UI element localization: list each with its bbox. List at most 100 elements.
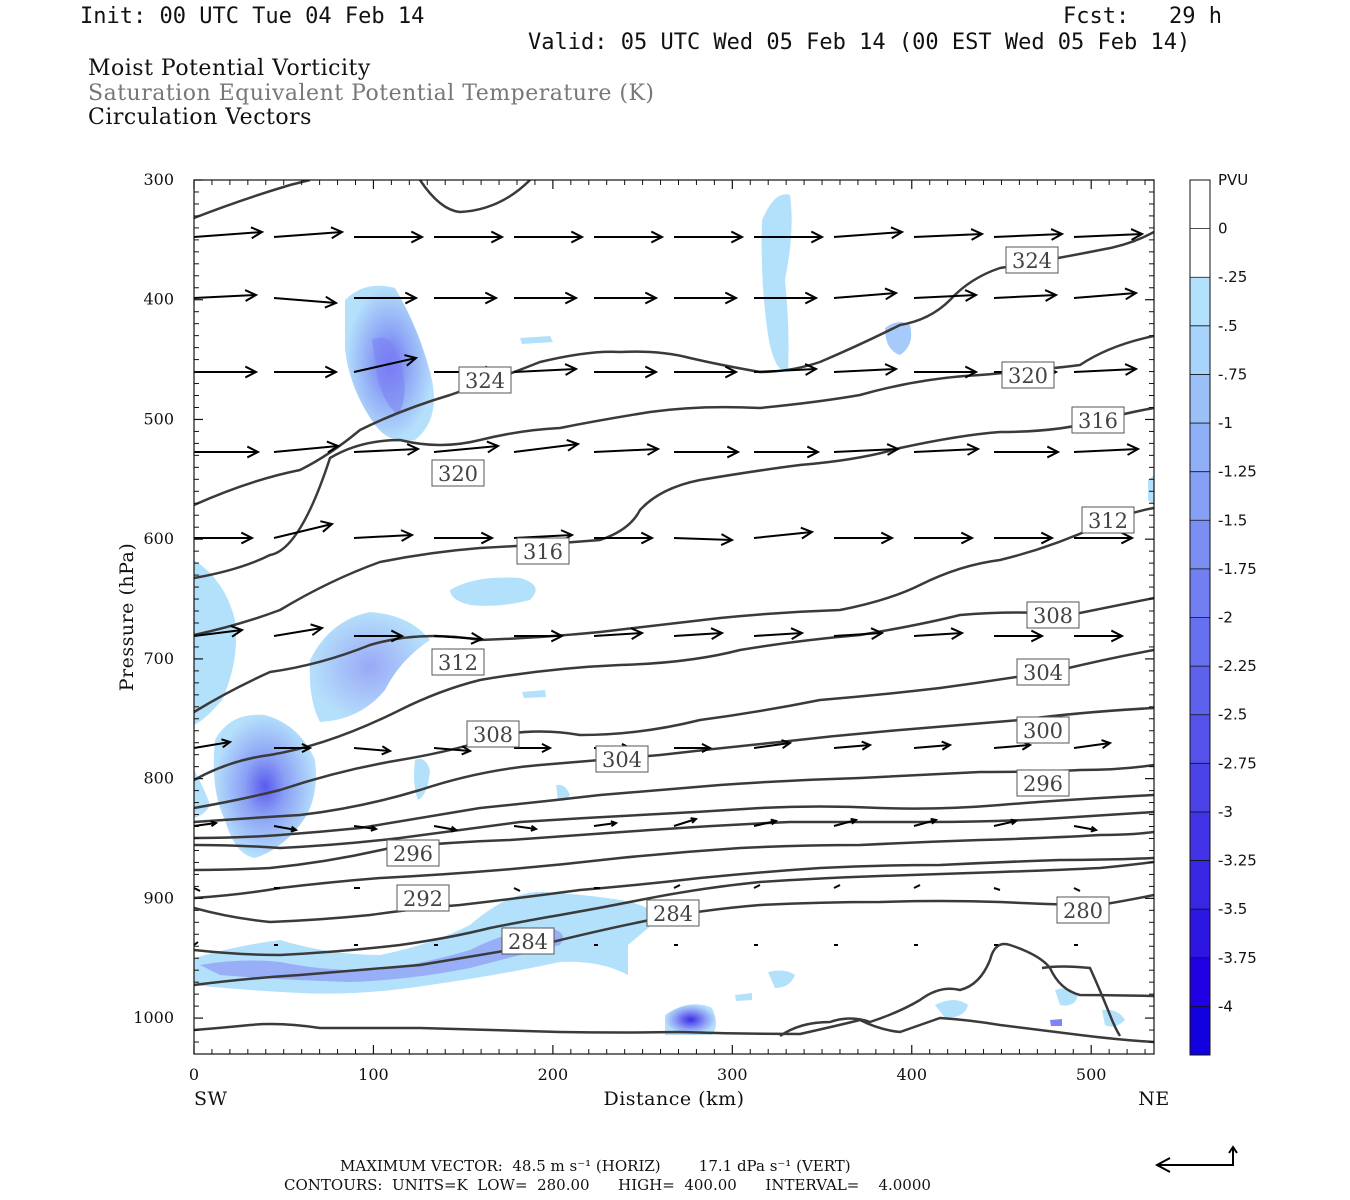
contour-label: 300: [1016, 716, 1070, 744]
colorbar-swatch: [1190, 1006, 1210, 1055]
contour-284-a: [194, 860, 1154, 957]
colorbar: 0 -.25 -.5 -.75 -1 -1.25 -1.5 -1.75 -2 -2.25 -2.5 -…: [1189, 179, 1257, 1056]
circulation-vector: [753, 368, 817, 373]
circulation-vector: [993, 233, 1063, 238]
circulation-vector-head: [781, 739, 793, 749]
mpv-blob-left-low: [194, 770, 210, 818]
circulation-vector: [273, 523, 333, 539]
circulation-vector-head: [610, 820, 619, 827]
circulation-vector-head: [701, 743, 713, 753]
circulation-vector-head: [710, 627, 725, 640]
circulation-vector-head: [221, 738, 233, 749]
colorbar-tick-label: -.75: [1218, 365, 1247, 383]
colorbar-tick-label: -.5: [1218, 317, 1238, 335]
circulation-vector-head: [324, 365, 339, 379]
circulation-vector-head: [644, 291, 659, 305]
circulation-vector-head: [410, 230, 425, 244]
circulation-vector: [1073, 448, 1139, 453]
contour-label: 304: [595, 745, 649, 773]
circulation-vector-head: [964, 365, 979, 379]
circulation-vector: [673, 632, 723, 637]
circulation-vector: [753, 820, 777, 827]
circulation-vector-head: [570, 230, 585, 244]
circulation-vector-head: [930, 817, 939, 825]
circulation-vector: [673, 537, 733, 541]
mpv-blob-surface-e: [1102, 1009, 1125, 1027]
circulation-vector-head: [890, 226, 905, 240]
contour-label-box: [396, 884, 450, 912]
mpv-blob-small-f: [556, 784, 570, 801]
contour-324: [194, 230, 1154, 507]
circulation-vector-head: [1124, 287, 1139, 301]
contour-label-text: 324: [1012, 249, 1052, 273]
circulation-vector-head: [720, 533, 735, 546]
circulation-vector: [513, 443, 579, 453]
mpv-blob-upper-core: [372, 337, 405, 415]
title-vectors: Circulation Vectors: [88, 105, 312, 130]
circulation-vector-head: [250, 226, 265, 240]
circulation-vector: [993, 294, 1057, 299]
circulation-vector: [753, 531, 813, 539]
contour-label-text: 320: [438, 462, 478, 486]
circulation-vector-head: [861, 740, 873, 751]
mpv-blob-surface-d: [1055, 988, 1078, 1006]
circulation-vector-head: [650, 230, 665, 244]
circulation-vector: [833, 744, 871, 749]
contour-label-box: [1026, 601, 1080, 629]
contour-label-box: [1005, 246, 1059, 274]
circulation-vector-head: [1110, 629, 1125, 643]
contour-label-text: 312: [438, 651, 478, 675]
circulation-vector-head: [564, 363, 579, 376]
circulation-vector: [593, 632, 643, 637]
circulation-vector: [833, 231, 903, 238]
circulation-vector: [833, 448, 899, 453]
circulation-vector: [273, 297, 337, 304]
colorbar-tick-label: -3: [1218, 803, 1233, 821]
circulation-vector-head: [230, 624, 245, 638]
circulation-vector: [1073, 887, 1081, 892]
x-tick-label: 300: [717, 1065, 748, 1084]
colorbar-tick-label: -1.25: [1218, 463, 1257, 481]
circulation-vector: [353, 534, 413, 539]
colorbar-swatch: [1190, 568, 1210, 618]
circulation-vector: [193, 822, 217, 827]
contour-label-text: 300: [1023, 719, 1063, 743]
circulation-vector: [913, 884, 921, 889]
contours-footer: CONTOURS: UNITS=K LOW= 280.00 HIGH= 400.…: [284, 1176, 931, 1194]
colorbar-tick-label: 0: [1218, 220, 1228, 238]
circulation-vector: [1073, 825, 1097, 831]
mpv-blob-surface-c: [935, 1000, 968, 1018]
circulation-vector: [273, 627, 323, 637]
contour-label-box: [1056, 896, 1110, 924]
contour-label-box: [1016, 769, 1070, 797]
circulation-vector: [913, 233, 983, 238]
circulation-vector-head: [290, 825, 299, 833]
circulation-vector-head: [1120, 531, 1135, 545]
mpv-blob-surface-b: [768, 970, 795, 988]
circulation-vector: [353, 747, 391, 752]
circulation-vector-head: [244, 289, 259, 302]
colorbar-swatch: [1190, 811, 1210, 861]
circulation-vector-head: [390, 629, 405, 643]
mpv-blob-surface-a: [665, 1004, 716, 1035]
circulation-vector: [993, 820, 1017, 827]
contour-296: [194, 763, 1154, 840]
contour-label-box: [1016, 658, 1070, 686]
colorbar-tick-label: -3.75: [1218, 949, 1257, 967]
circulation-vector: [193, 294, 257, 299]
contour-label: 280: [1056, 896, 1110, 924]
colorbar-swatch: [1190, 374, 1210, 424]
y-tick-label: 400: [143, 290, 174, 309]
circulation-vector-head: [730, 230, 745, 244]
circulation-vector-head: [884, 363, 899, 376]
y-axis-label: Pressure (hPa): [116, 543, 138, 692]
circulation-vector-head: [804, 291, 819, 305]
contour-label-box: [431, 648, 485, 676]
circulation-vector-head: [244, 365, 259, 379]
circulation-vector: [1073, 368, 1137, 373]
plot-frame: [193, 179, 1155, 1055]
circulation-vector: [913, 744, 951, 749]
contour-label-text: 304: [1023, 661, 1063, 685]
contour-label: 304: [1016, 658, 1070, 686]
circulation-vector: [753, 884, 761, 889]
